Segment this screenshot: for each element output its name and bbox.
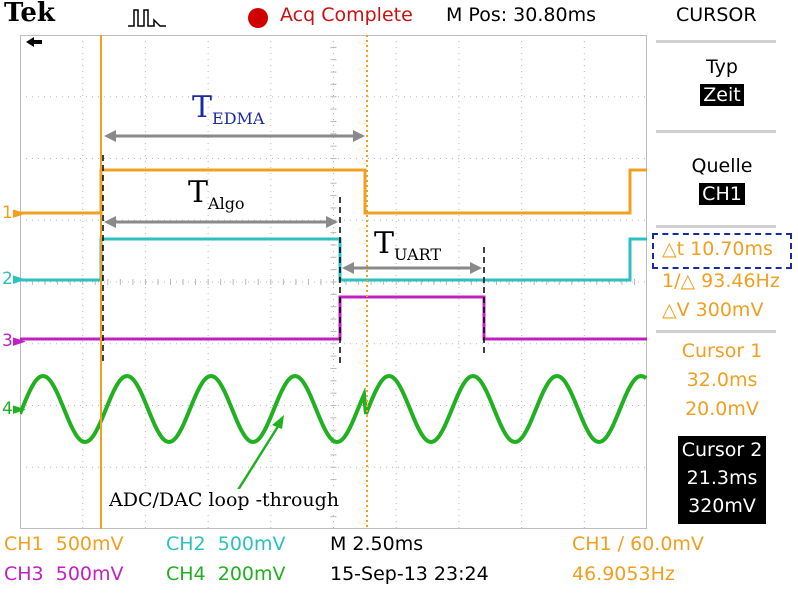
- trigger-position-arrow-icon: [26, 37, 42, 47]
- delta-v-readout: △V 300mV: [662, 299, 764, 321]
- ch4-marker[interactable]: 4►: [2, 399, 26, 419]
- date-time-readout: 15-Sep-13 23:24: [330, 563, 489, 585]
- delta-t-readout: △t 10.70ms: [662, 238, 773, 260]
- record-dot-icon: [248, 8, 268, 28]
- acquisition-status: Acq Complete: [280, 4, 413, 26]
- graticule-grid: [20, 35, 647, 529]
- panel-separator: [656, 330, 776, 333]
- t-algo-label: TAlgo: [188, 175, 245, 213]
- panel-separator: [656, 40, 776, 43]
- delta-icon: △: [662, 238, 677, 260]
- t-uart-arrow-head: [342, 262, 354, 274]
- type-label[interactable]: Typ: [706, 56, 738, 78]
- loop-through-label: ADC/DAC loop -through: [106, 489, 343, 511]
- cursor2-time: 21.3ms: [686, 467, 758, 489]
- cursor2-label[interactable]: Cursor 2: [681, 439, 763, 461]
- delta-t-highlight: [652, 233, 792, 269]
- cursor1-time: 32.0ms: [686, 369, 758, 391]
- t-edma-label: TEDMA: [192, 90, 265, 128]
- ch3-trace: [20, 295, 647, 341]
- inverse-delta-t-readout: 1/△ 93.46Hz: [662, 270, 780, 292]
- source-label[interactable]: Quelle: [691, 155, 753, 177]
- ch2-scale-readout[interactable]: CH2 500mV: [166, 533, 286, 555]
- cursor1-voltage: 20.0mV: [685, 398, 759, 420]
- ch2-marker[interactable]: 2►: [2, 269, 26, 289]
- cursor2-voltage: 320mV: [688, 495, 756, 517]
- t-uart-label: TUART: [374, 226, 441, 264]
- trigger-readout[interactable]: CH1 ∕ 60.0mV: [572, 533, 704, 555]
- t-edma-arrow-head: [104, 130, 116, 142]
- loop-pointer-arrow-head: [272, 415, 284, 429]
- cursor2-box[interactable]: [678, 436, 766, 524]
- type-value[interactable]: Zeit: [652, 84, 792, 106]
- delta-icon: △: [662, 299, 677, 321]
- frequency-readout: 46.9053Hz: [572, 563, 675, 585]
- delta-icon: 1/△: [662, 270, 696, 292]
- menu-title: CURSOR: [676, 4, 757, 26]
- waveform-display: [20, 35, 647, 529]
- timebase-readout[interactable]: M 2.50ms: [330, 533, 424, 555]
- t-uart-arrow-head: [470, 262, 482, 274]
- source-value[interactable]: CH1: [652, 183, 792, 205]
- brand-logo: Tek: [4, 0, 55, 28]
- ch4-scale-readout[interactable]: CH4 200mV: [166, 563, 286, 585]
- ch3-scale-readout[interactable]: CH3 500mV: [4, 563, 124, 585]
- t-edma-arrow-head: [353, 130, 365, 142]
- loop-pointer-arrow: [236, 419, 284, 491]
- ch1-marker[interactable]: 1►: [2, 203, 26, 223]
- horizontal-position: M Pos: 30.80ms: [446, 4, 596, 26]
- ch1-scale-readout[interactable]: CH1 500mV: [4, 533, 124, 555]
- t-algo-arrow-head: [326, 216, 338, 228]
- panel-separator: [656, 225, 776, 228]
- cursor1-label[interactable]: Cursor 1: [681, 340, 763, 362]
- ch4-trace: [20, 374, 647, 444]
- panel-separator: [656, 130, 776, 133]
- t-algo-arrow-head: [104, 216, 116, 228]
- trigger-waveform-icon: [128, 9, 166, 27]
- ch3-marker[interactable]: 3►: [2, 331, 26, 351]
